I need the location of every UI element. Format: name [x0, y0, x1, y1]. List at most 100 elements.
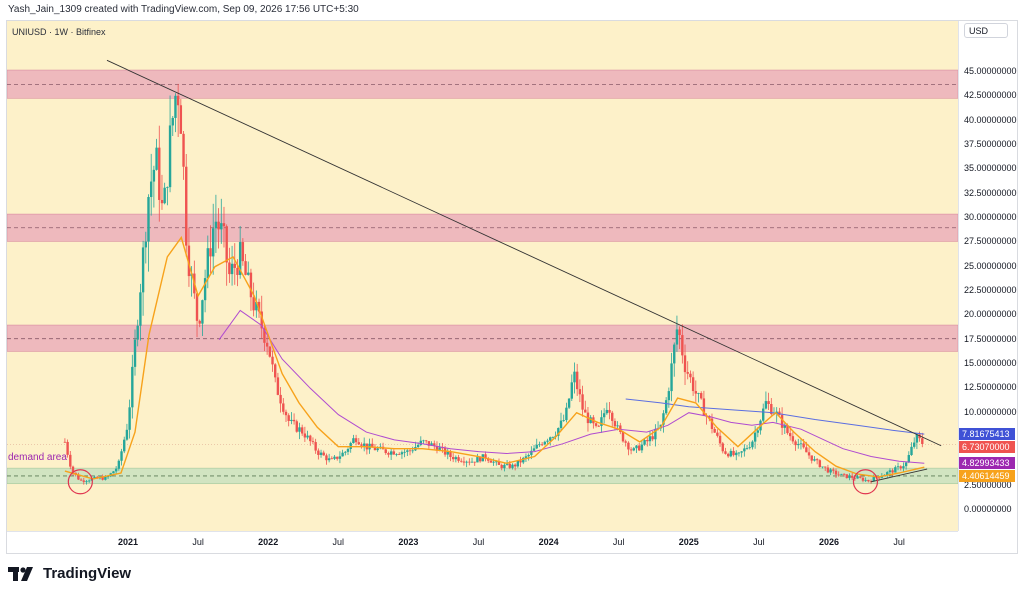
candle-body [271, 356, 274, 365]
tradingview-logo[interactable]: TradingView [8, 565, 131, 582]
candle-body [613, 420, 617, 427]
candle-body [433, 443, 436, 447]
candle-body [387, 453, 390, 455]
candle-body [93, 476, 96, 479]
candle-body [344, 451, 347, 453]
candle-body [454, 457, 458, 460]
candle-body [662, 413, 665, 425]
candle-body [775, 411, 778, 414]
price-tick-label: 15.00000000 [964, 358, 1017, 368]
candle-body [637, 445, 641, 451]
candle-body [430, 443, 433, 446]
highlight-circle-1 [852, 469, 879, 495]
candle-body [627, 442, 630, 450]
candle-body [495, 461, 498, 463]
candle-body [139, 292, 142, 326]
plot-area[interactable] [7, 21, 958, 531]
candle-body [120, 451, 123, 461]
candle-body [886, 472, 889, 475]
candle-body [867, 479, 870, 482]
candle-body [562, 420, 565, 421]
candle-body [702, 398, 706, 416]
candle-body [500, 464, 503, 469]
candle-body [123, 439, 126, 452]
candle-body [632, 448, 635, 451]
candle-body [133, 339, 137, 367]
ma-purple-line [218, 309, 925, 464]
candle-body [802, 443, 805, 448]
candle-body [295, 421, 298, 432]
candle-body [435, 446, 439, 451]
candle-body [252, 297, 255, 311]
price-tick-label: 30.00000000 [964, 212, 1017, 222]
time-tick-label: 2025 [678, 537, 699, 547]
candle-body [619, 425, 622, 432]
currency-button[interactable]: USD [964, 23, 1008, 38]
candle-body [357, 442, 360, 445]
candle-body [788, 433, 792, 437]
candle-body [333, 456, 336, 459]
candle-body [114, 468, 118, 472]
candle-body [549, 437, 552, 441]
candle-body [228, 262, 231, 275]
candle-body [673, 344, 676, 364]
candle-body [832, 469, 835, 471]
candle-body [214, 221, 218, 229]
candle-body [222, 223, 226, 227]
price-chart[interactable] [7, 21, 958, 531]
time-axis[interactable] [7, 531, 958, 552]
candle-body [567, 398, 571, 408]
support-trendline [870, 468, 928, 483]
candle-body [565, 407, 568, 421]
candle-body [689, 373, 692, 378]
candle-body [211, 228, 215, 257]
candle-body [451, 457, 455, 460]
candle-body [66, 441, 69, 455]
candle-body [265, 342, 269, 347]
candle-body [907, 455, 911, 463]
candle-body [233, 263, 236, 268]
candle-body [168, 125, 172, 188]
price-tick-label: 12.50000000 [964, 382, 1017, 393]
candle-body [794, 441, 797, 446]
candle-body [287, 415, 290, 421]
candle-body [136, 325, 139, 340]
candle-body [319, 452, 323, 455]
candle-body [616, 425, 619, 427]
candle-body [602, 413, 606, 418]
candle-body [697, 393, 700, 394]
candle-body [400, 452, 404, 455]
candle-body [478, 457, 482, 462]
candle-body [805, 447, 808, 453]
candle-body [174, 95, 177, 118]
candle-body [743, 448, 746, 452]
candle-body [511, 464, 514, 468]
candle-body [247, 272, 250, 275]
candle-body [899, 466, 902, 469]
candle-body [724, 451, 727, 454]
candle-body [581, 394, 584, 410]
price-tick-label: 20.00000000 [964, 309, 1017, 320]
candle-body [877, 477, 881, 479]
candle-body [206, 248, 210, 279]
price-tick-label: 10.00000000 [964, 406, 1017, 417]
candle-body [249, 272, 253, 298]
time-tick-label: Jul [893, 537, 905, 547]
tradingview-logo-icon [8, 566, 33, 581]
highlight-circle-0 [67, 469, 93, 495]
logo-text: TradingView [43, 565, 132, 582]
price-tag: 4.40614459 [959, 469, 1015, 482]
time-tick-label: 2022 [258, 537, 279, 547]
price-tick-label: 2.50000000 [964, 479, 1012, 490]
candle-body [195, 293, 199, 321]
candle-body [106, 476, 110, 478]
candle-body [891, 470, 894, 473]
candle-body [646, 440, 649, 442]
candle-body [128, 407, 131, 430]
candle-body [667, 391, 671, 401]
time-tick-label: Jul [753, 537, 765, 547]
candle-body [740, 451, 743, 453]
candle-body [683, 355, 687, 373]
price-tick-label: 35.00000000 [964, 163, 1017, 174]
zone-red-0 [7, 69, 958, 99]
